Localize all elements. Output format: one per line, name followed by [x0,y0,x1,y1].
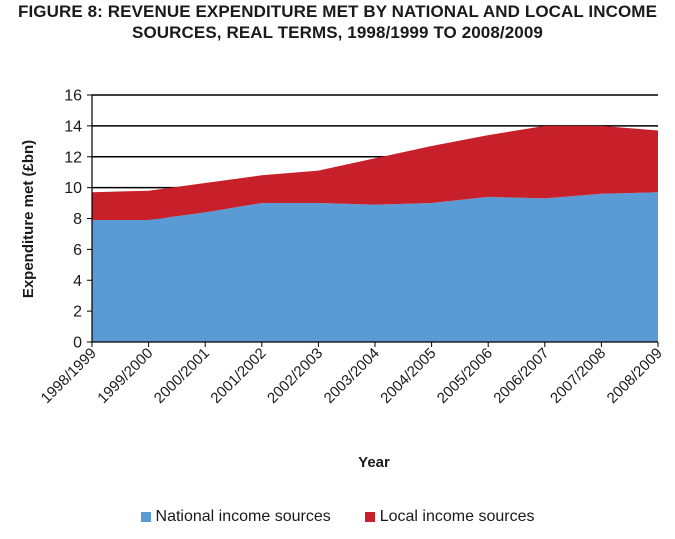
area-series-national [92,192,658,342]
y-tick-label: 4 [73,273,82,290]
y-tick-label: 6 [73,242,82,259]
legend-swatch-national [140,512,151,522]
area-series-local [92,125,658,221]
x-tick-label: 2002/2003 [264,345,326,407]
axes [87,94,659,347]
x-tick-labels: 1998/19991999/20002000/20012001/20022002… [38,345,666,407]
chart-title-line-2: SOURCES, REAL TERMS, 1998/1999 TO 2008/2… [132,23,543,42]
y-tick-label: 8 [73,211,82,228]
x-tick-label: 2005/2006 [434,345,496,407]
legend-label-local: Local income sources [379,508,535,525]
x-tick-label: 2006/2007 [490,345,552,407]
y-axis-title: Expenditure met (£bn) [20,140,37,298]
x-tick-label: 2008/2009 [604,345,666,407]
legend-item-local: Local income sources [364,508,535,526]
y-tick-labels: 0 2 4 6 8 10 12 14 16 [64,88,82,352]
chart-title-line-1: FIGURE 8: REVENUE EXPENDITURE MET BY NAT… [17,2,658,21]
y-tick-label: 10 [64,180,82,197]
x-tick-label: 2001/2002 [207,345,269,407]
legend-label-national: National income sources [155,508,331,525]
area-chart: 0 2 4 6 8 10 12 14 16 1998/19991999/20002000/200… [20,88,666,472]
y-tick-label: 12 [64,149,82,166]
y-tick-label: 2 [73,304,82,321]
x-tick-label: 2003/2004 [321,345,383,407]
x-tick-label: 2004/2005 [377,345,439,407]
x-tick-label: 2007/2008 [547,345,609,407]
series-areas [92,125,658,342]
legend: National income sources Local income sou… [0,508,675,526]
y-tick-label: 14 [64,118,82,135]
x-axis-title: Year [358,454,390,471]
legend-item-national: National income sources [140,508,331,526]
x-tick-label: 2000/2001 [151,345,213,407]
y-tick-label: 0 [73,335,82,352]
x-tick-label: 1999/2000 [94,345,156,407]
y-tick-label: 16 [64,88,82,105]
chart-title: FIGURE 8: REVENUE EXPENDITURE MET BY NAT… [0,1,675,43]
legend-swatch-local [364,512,375,522]
x-tick-label: 1998/1999 [38,345,100,407]
